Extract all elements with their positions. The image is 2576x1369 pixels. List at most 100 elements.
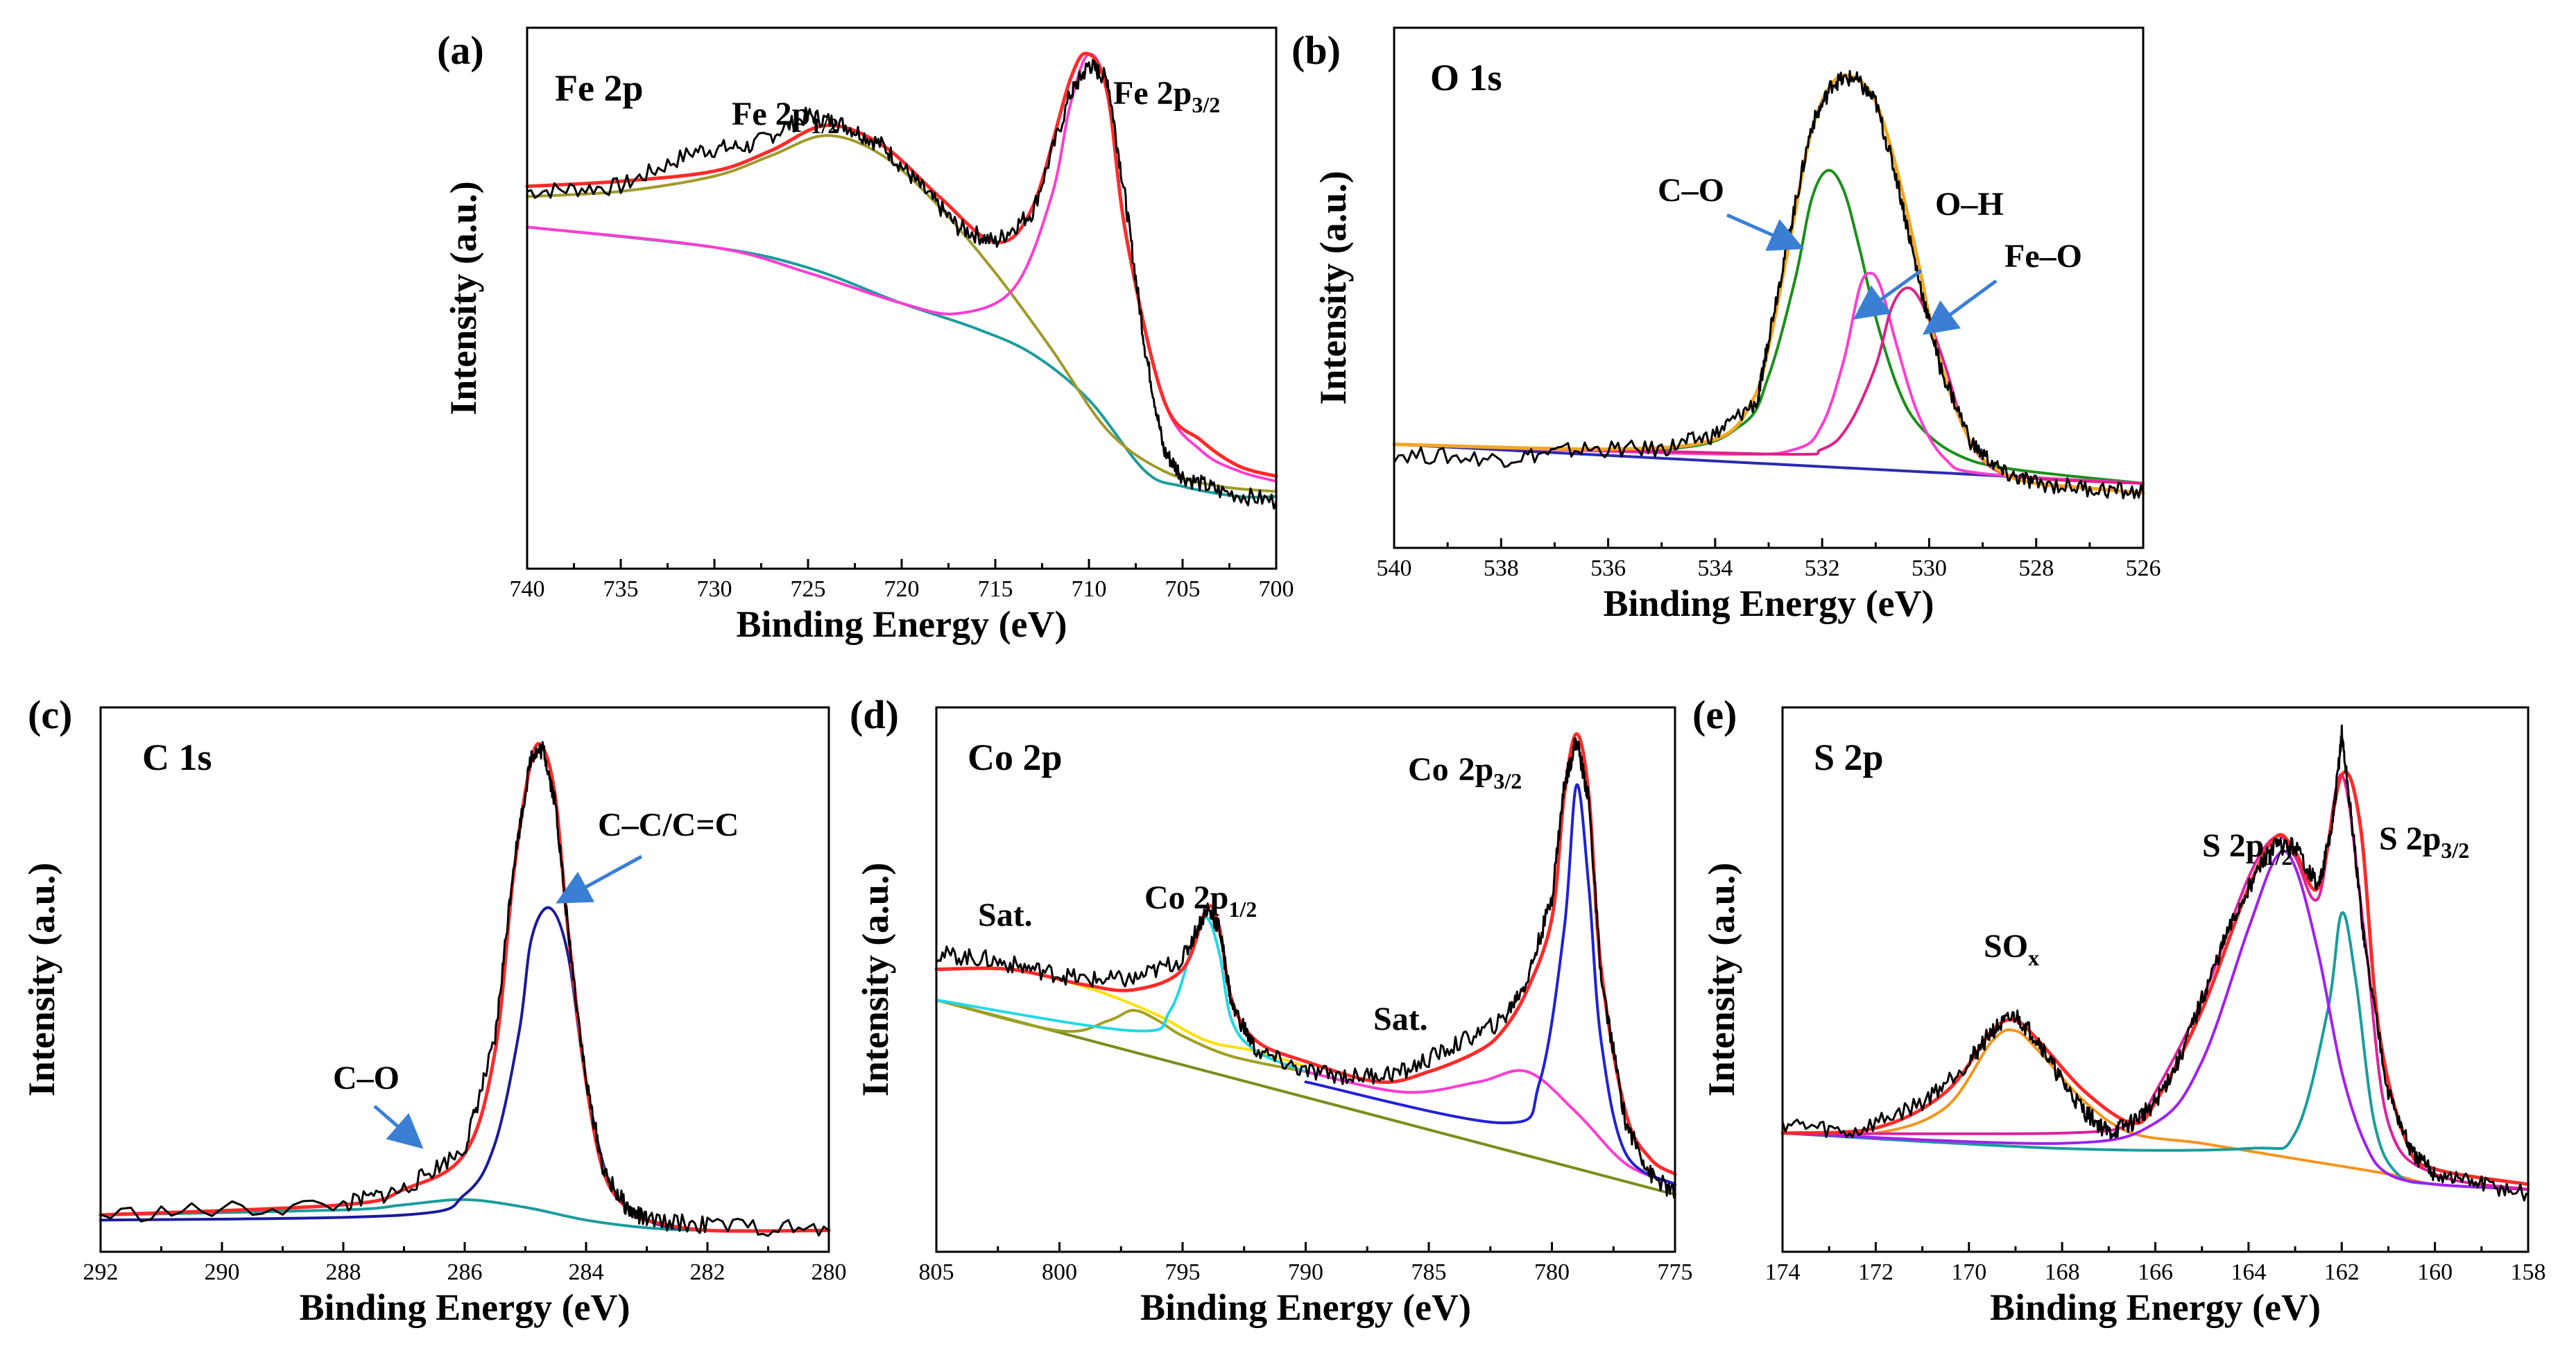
panel-c-c1s: (c) C 1s C–O C–C/C=C 292 290 288 286 284 282 2… <box>21 692 847 1328</box>
x-tick-label: 740 <box>510 576 545 602</box>
peak-label-co2p32: Co 2p3/2 <box>1408 751 1522 793</box>
x-tick-label: 805 <box>919 1259 954 1285</box>
series-fitted-envelope <box>934 732 1677 1176</box>
series-group <box>1780 724 2530 1202</box>
series-group <box>525 51 1278 510</box>
x-tick-label: 526 <box>2126 556 2161 581</box>
x-tick-label: 785 <box>1411 1259 1447 1285</box>
series-satellite-2 <box>935 999 1307 1074</box>
x-tick-label: 705 <box>1165 576 1201 602</box>
x-tick-label: 172 <box>1858 1259 1894 1285</box>
x-tick-label: 170 <box>1951 1259 1986 1285</box>
arrow-cc <box>556 854 643 904</box>
series-experimental <box>935 737 1676 1199</box>
x-tick-label: 158 <box>2511 1259 2546 1285</box>
peak-label-sat1: Sat. <box>978 897 1033 933</box>
plot-frame <box>99 706 830 1253</box>
peak-label-oh: O–H <box>1935 186 2004 223</box>
x-axis-title: Binding Energy (eV) <box>1603 583 1934 624</box>
spectrum-title: O 1s <box>1430 57 1502 98</box>
x-tick-label: 534 <box>1697 556 1733 581</box>
x-tick-label: 795 <box>1165 1259 1201 1285</box>
panel-label: (e) <box>1692 692 1737 737</box>
series-fe-o <box>1393 286 2145 485</box>
peak-label-feo: Fe–O <box>2004 238 2082 275</box>
spectrum-title: Co 2p <box>968 737 1063 778</box>
peak-label-cc: C–C/C=C <box>598 807 739 843</box>
x-tick-label: 530 <box>1912 556 1947 581</box>
peak-label-fe2p12: Fe 2p1/2 <box>732 96 839 138</box>
x-axis-title: Binding Energy (eV) <box>299 1286 630 1328</box>
spectrum-title: C 1s <box>142 737 212 778</box>
panel-label: (c) <box>28 692 72 737</box>
x-tick-label: 286 <box>447 1259 483 1285</box>
x-axis-title: Binding Energy (eV) <box>1140 1286 1471 1328</box>
x-tick-label: 540 <box>1377 556 1412 581</box>
series-group <box>98 741 831 1237</box>
x-tick-label: 780 <box>1534 1259 1570 1285</box>
spectrum-title: Fe 2p <box>555 67 644 109</box>
x-tick-label: 528 <box>2018 556 2054 581</box>
series-c-c-c-c <box>99 906 830 1233</box>
series-group <box>934 732 1677 1199</box>
y-axis-title: Intensity (a.u.) <box>443 181 484 415</box>
series-satellite-1 <box>935 967 1307 1068</box>
x-tick-label: 720 <box>884 576 920 602</box>
series-fitted-envelope <box>525 51 1278 479</box>
x-tick-label: 166 <box>2138 1259 2173 1285</box>
x-axis-title: Binding Energy (eV) <box>1990 1286 2321 1328</box>
x-tick-label: 160 <box>2417 1259 2453 1285</box>
x-tick-label: 288 <box>326 1259 361 1285</box>
series-fe-2p1-2-component <box>526 134 1278 493</box>
x-tick-label: 710 <box>1072 576 1107 602</box>
panel-label: (d) <box>850 692 899 737</box>
panel-a-fe2p: (a) Fe 2p Fe 2p1/2 Fe 2p3/2 740 735 730 725… <box>437 26 1294 645</box>
x-tick-label: 536 <box>1590 556 1626 581</box>
plot-frame <box>1393 26 2145 549</box>
series-fe-2p3-2-component <box>526 53 1278 483</box>
x-tick-label: 292 <box>83 1259 119 1285</box>
series-experimental <box>1781 724 2530 1202</box>
series-experimental <box>526 59 1278 510</box>
x-tick-label: 715 <box>978 576 1013 602</box>
peak-label-s2p12: S 2p1/2 <box>2202 827 2292 870</box>
panel-label: (b) <box>1291 28 1341 73</box>
spectrum-title: S 2p <box>1814 737 1884 778</box>
panel-label: (a) <box>437 28 484 73</box>
x-tick-label: 162 <box>2324 1259 2360 1285</box>
y-axis-title: Intensity (a.u.) <box>21 863 62 1097</box>
peak-label-s2p32: S 2p3/2 <box>2379 820 2469 863</box>
series-co-2p3-2 <box>1304 783 1676 1186</box>
x-tick-label: 284 <box>569 1259 604 1285</box>
x-tick-label: 174 <box>1765 1259 1801 1285</box>
x-axis-title: Binding Energy (eV) <box>736 603 1067 645</box>
y-axis-title: Intensity (a.u.) <box>1701 863 1742 1097</box>
series-c-o <box>1393 169 2145 485</box>
x-tick-label: 735 <box>603 576 639 602</box>
x-tick-label: 282 <box>690 1259 725 1285</box>
peak-label-co: C–O <box>333 1060 400 1096</box>
panel-d-co2p: (d) Co 2p Sat. Co 2p1/2 Sat. Co 2p3/2 805… <box>850 692 1693 1328</box>
x-tick-label: 800 <box>1042 1259 1077 1285</box>
x-tick-label: 290 <box>205 1259 240 1285</box>
x-tick-label: 725 <box>791 576 826 602</box>
series-co-2p3-2-satellite <box>1304 1069 1676 1186</box>
x-tick-label: 730 <box>697 576 732 602</box>
x-tick-label: 775 <box>1658 1259 1693 1285</box>
x-tick-label: 168 <box>2045 1259 2080 1285</box>
x-tick-label: 532 <box>1805 556 1840 581</box>
y-axis-title: Intensity (a.u.) <box>1312 171 1354 405</box>
x-tick-label: 164 <box>2231 1259 2266 1285</box>
x-tick-label: 538 <box>1484 556 1519 581</box>
peak-label-fe2p32: Fe 2p3/2 <box>1113 75 1220 117</box>
panel-e-s2p: (e) S 2p SOx S 2p1/2 S 2p3/2 174 172 170 16… <box>1692 692 2546 1328</box>
arrow-co <box>1726 213 1805 251</box>
arrow-co <box>373 1105 424 1149</box>
peak-label-sox: SOx <box>1984 928 2039 970</box>
plot-frame <box>1781 706 2530 1253</box>
y-axis-title: Intensity (a.u.) <box>855 863 896 1097</box>
series-experimental <box>1393 70 2145 499</box>
series-sox-component <box>1781 911 2530 1191</box>
series-fitted-envelope <box>1392 74 2145 495</box>
